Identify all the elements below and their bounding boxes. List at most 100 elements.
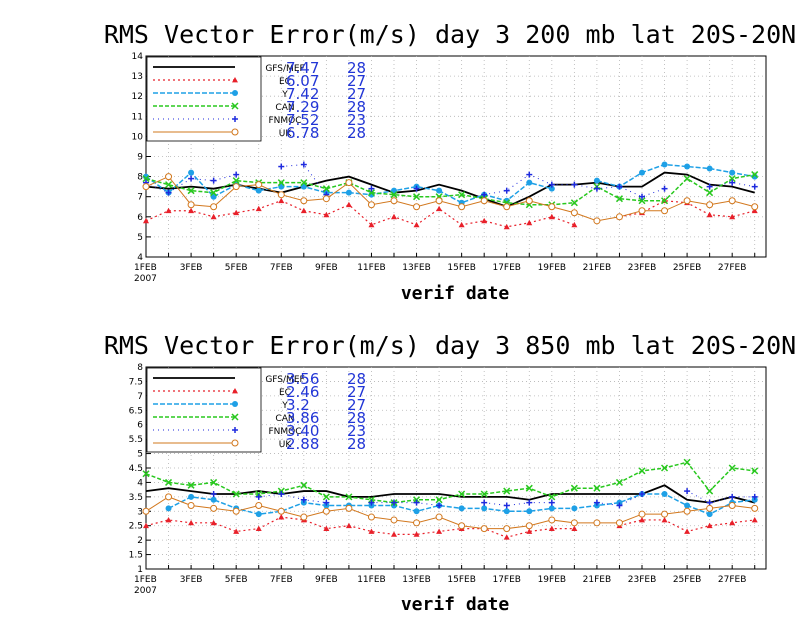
y-tick-label: 6 [137, 213, 143, 223]
data-point [232, 507, 240, 515]
data-point-stroke-b [142, 470, 150, 478]
chart-panel-1: RMS Vector Error(m/s) day 3 200 mb lat 2… [104, 20, 796, 304]
data-point-stroke-b [638, 467, 646, 475]
data-point [233, 171, 240, 178]
y-tick-label: 7.5 [129, 377, 143, 387]
data-point [165, 493, 173, 501]
legend-item: UK2.88 28 [153, 435, 366, 453]
series-line [145, 173, 755, 206]
data-point-stroke-b [322, 493, 330, 501]
data-point [345, 504, 353, 512]
data-point [639, 490, 645, 497]
data-point [638, 510, 646, 518]
data-point [638, 467, 646, 475]
data-point [255, 502, 263, 510]
data-point [683, 175, 691, 183]
data-point [345, 522, 352, 529]
data-point [390, 191, 398, 199]
data-point [255, 525, 262, 531]
data-point [638, 197, 646, 205]
data-point [751, 183, 758, 190]
legend-swatch-marker [232, 427, 238, 433]
x-tick-label: 27FEB [718, 263, 747, 273]
data-point-stroke-b [210, 189, 218, 197]
data-point [751, 171, 759, 179]
data-point-stroke-b [300, 179, 308, 187]
x-axis-label: verif date [401, 594, 510, 615]
y-tick-label: 4.5 [129, 464, 143, 474]
legend-swatch-marker [231, 439, 239, 447]
data-point [255, 205, 262, 212]
x-tick-label: 11FEB [357, 575, 386, 585]
series-uk [142, 173, 759, 225]
data-point [480, 490, 488, 498]
legend-swatch-marker [231, 413, 239, 421]
legend-count-value: 28 [347, 59, 366, 77]
chart-panel-2: RMS Vector Error(m/s) day 3 850 mb lat 2… [104, 331, 796, 615]
data-point [345, 189, 352, 196]
data-point [548, 185, 555, 192]
data-point-stroke-b [548, 493, 556, 501]
data-point [367, 201, 375, 209]
legend-label: GFS/MEF [265, 64, 304, 74]
data-point-stroke-b [728, 464, 736, 472]
data-point [413, 499, 420, 506]
data-point [751, 467, 759, 475]
data-point [165, 478, 173, 486]
legend-swatch-marker [232, 90, 238, 96]
data-point-stroke-b [458, 191, 466, 199]
y-tick-label: 7 [137, 392, 143, 402]
data-point [661, 161, 668, 168]
data-point-stroke-b [390, 191, 398, 199]
data-point [728, 502, 736, 510]
data-point [165, 173, 173, 181]
x-tick-label: 1FEB [134, 575, 157, 585]
data-point [571, 525, 578, 531]
data-point [706, 201, 714, 209]
data-point [481, 217, 488, 224]
legend-swatch-marker-stroke-b [231, 413, 239, 421]
data-point [255, 181, 263, 189]
y-tick-label: 5 [137, 450, 143, 460]
x-tick-label: 7FEB [270, 263, 293, 273]
data-point [729, 493, 736, 500]
data-point [571, 221, 578, 228]
data-point [729, 519, 736, 526]
x-tick-label: 7FEB [270, 575, 293, 585]
data-point [684, 488, 691, 495]
legend-stat-value: 7.52 [286, 111, 319, 129]
data-point [683, 458, 691, 466]
data-point [481, 499, 488, 506]
x-tick-label: 21FEB [583, 575, 612, 585]
data-point-stroke-b [593, 484, 601, 492]
x-tick-label: 23FEB [628, 575, 657, 585]
data-point [233, 209, 240, 216]
legend-label: EC [279, 388, 291, 398]
legend-stat-value: 6.07 [286, 72, 319, 90]
legend-label: UK [279, 440, 293, 450]
data-point [593, 484, 601, 492]
data-point [706, 183, 713, 190]
data-point [615, 213, 623, 221]
series-gfs-mef [145, 171, 755, 208]
data-point [593, 217, 601, 225]
data-point-stroke-b [751, 467, 759, 475]
data-point [255, 511, 262, 518]
data-point [210, 490, 217, 497]
data-point-stroke-b [232, 177, 240, 185]
data-point [638, 207, 646, 215]
data-point [458, 490, 466, 498]
y-tick-label: 7 [137, 193, 143, 203]
legend-count-value: 23 [347, 111, 366, 129]
x-tick-label: 1FEB [134, 263, 157, 273]
data-point [232, 183, 240, 191]
data-point [210, 177, 217, 184]
data-point [367, 513, 375, 521]
series-gfs-mef [145, 484, 755, 504]
data-point [413, 519, 421, 527]
data-point [188, 169, 195, 176]
